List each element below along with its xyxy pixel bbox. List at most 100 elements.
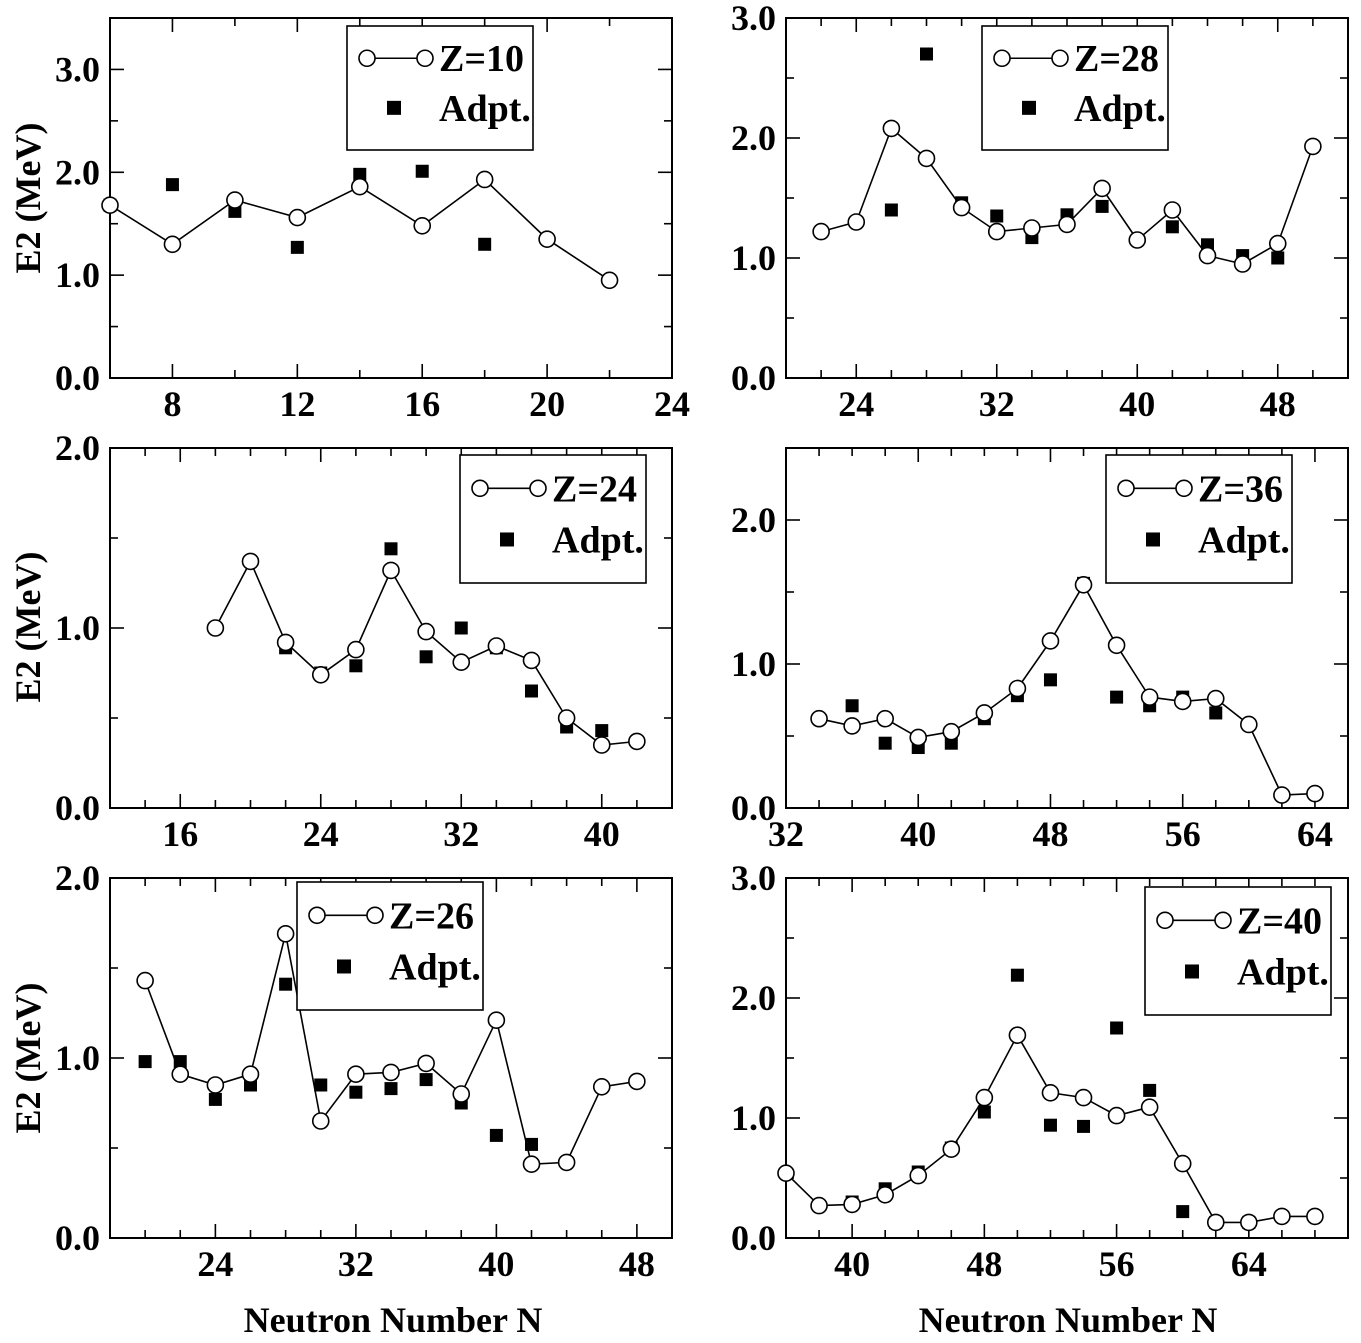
data-circle [1128, 231, 1147, 249]
data-circle [1041, 632, 1060, 650]
legend-circle [416, 49, 434, 68]
data-circle [942, 722, 961, 741]
legend-label-marker: Adpt. [1198, 519, 1290, 561]
data-square [478, 237, 492, 251]
y-tick-label: 0.0 [55, 358, 100, 398]
y-tick-label: 0.0 [55, 1218, 100, 1258]
data-circle [311, 665, 330, 684]
legend-square [1146, 532, 1160, 547]
legend: Z=28 Adpt. [981, 25, 1169, 151]
legend-label-marker: Adpt. [1237, 951, 1329, 993]
legend: Z=36 Adpt. [1105, 454, 1293, 584]
data-square [977, 1105, 991, 1119]
legend-label-marker: Adpt. [552, 519, 644, 561]
data-square [290, 240, 304, 254]
legend-circle [358, 49, 376, 68]
x-tick-label: 64 [1231, 1244, 1267, 1284]
legend-square [1022, 100, 1036, 115]
legend-circle [1156, 911, 1174, 930]
data-circle [171, 1065, 190, 1083]
y-tick-label: 1.0 [731, 238, 776, 278]
panel-bottom-right: 40 48 56 64 0.0 1.0 2.0 3.0 Z=40 Adpt. [731, 858, 1349, 1284]
data-circle [847, 213, 866, 231]
data-square [1110, 690, 1124, 704]
y-tick-label: 2.0 [731, 978, 776, 1018]
data-square [1165, 220, 1179, 234]
data-circle [1173, 1154, 1192, 1173]
legend-circle [308, 906, 326, 925]
legend-circle [1175, 479, 1193, 498]
legend-box [296, 881, 484, 1011]
x-tick-label: 48 [1032, 814, 1068, 854]
x-tick-label: 16 [162, 814, 198, 854]
data-circle [522, 1155, 541, 1173]
data-square [1143, 1083, 1157, 1097]
data-square [1095, 199, 1109, 213]
data-square [173, 1055, 187, 1069]
data-square [1271, 251, 1285, 265]
data-circle [810, 709, 828, 728]
data-circle [1273, 1207, 1291, 1226]
data-circle [909, 728, 928, 747]
xlabel-right: Neutron Number N [919, 1300, 1218, 1340]
data-circle [288, 208, 307, 227]
data-circle [975, 704, 994, 722]
ylabel-top: E2 (MeV) [8, 123, 48, 274]
data-square [349, 1085, 363, 1099]
data-circle [843, 717, 861, 735]
data-square [349, 659, 363, 673]
x-tick-label: 12 [279, 384, 315, 424]
legend-square [387, 100, 401, 115]
y-tick-label: 2.0 [731, 118, 776, 158]
data-circle [350, 177, 369, 196]
panel-middle-left: 16 24 32 40 0.0 1.0 2.0 Z=24 Adpt. [55, 428, 673, 854]
legend-box [981, 25, 1169, 151]
data-square [489, 1128, 503, 1142]
ylabel-middle: E2 (MeV) [8, 552, 48, 703]
x-tick-label: 32 [443, 814, 479, 854]
data-circle [413, 216, 432, 235]
data-circle [1140, 1098, 1159, 1116]
data-square [384, 542, 398, 556]
data-circle [592, 1078, 611, 1096]
data-circle [347, 640, 365, 659]
legend-circle [1117, 479, 1135, 498]
legend-circle [529, 479, 547, 498]
data-square [990, 209, 1004, 223]
data-circle [882, 119, 901, 138]
data-square [279, 977, 293, 991]
panel-top-left: 8 12 16 20 24 0.0 1.0 2.0 3.0 Z=10 Adpt. [55, 17, 690, 424]
legend: Z=40 Adpt. [1144, 886, 1332, 1016]
data-circle [909, 1166, 928, 1185]
legend-circle [471, 479, 489, 498]
legend-circle [993, 49, 1011, 68]
data-circle [876, 1186, 894, 1204]
data-square [454, 621, 468, 635]
data-square [419, 650, 433, 664]
y-tick-label: 1.0 [731, 1098, 776, 1138]
data-circle [628, 1072, 646, 1091]
series-line [818, 583, 1315, 796]
data-square [525, 684, 538, 698]
data-square [1176, 1205, 1190, 1219]
x-tick-label: 32 [979, 384, 1015, 424]
data-circle [1107, 1106, 1126, 1125]
legend-circle [366, 906, 384, 925]
data-circle [1240, 1213, 1258, 1232]
data-circle [1140, 688, 1159, 706]
data-circle [917, 149, 936, 168]
data-square [1010, 968, 1024, 982]
data-circle [810, 1196, 828, 1215]
data-square [165, 178, 179, 192]
x-tick-label: 24 [303, 814, 339, 854]
data-circle [226, 191, 244, 209]
x-tick-label: 24 [197, 1244, 233, 1284]
data-circle [417, 622, 435, 641]
y-tick-label: 0.0 [731, 1218, 776, 1258]
x-tick-label: 24 [838, 384, 874, 424]
data-circle [1206, 1213, 1225, 1232]
y-tick-label: 2.0 [55, 152, 100, 192]
data-circle [952, 198, 971, 217]
data-circle [206, 1076, 225, 1094]
data-square [878, 736, 892, 750]
